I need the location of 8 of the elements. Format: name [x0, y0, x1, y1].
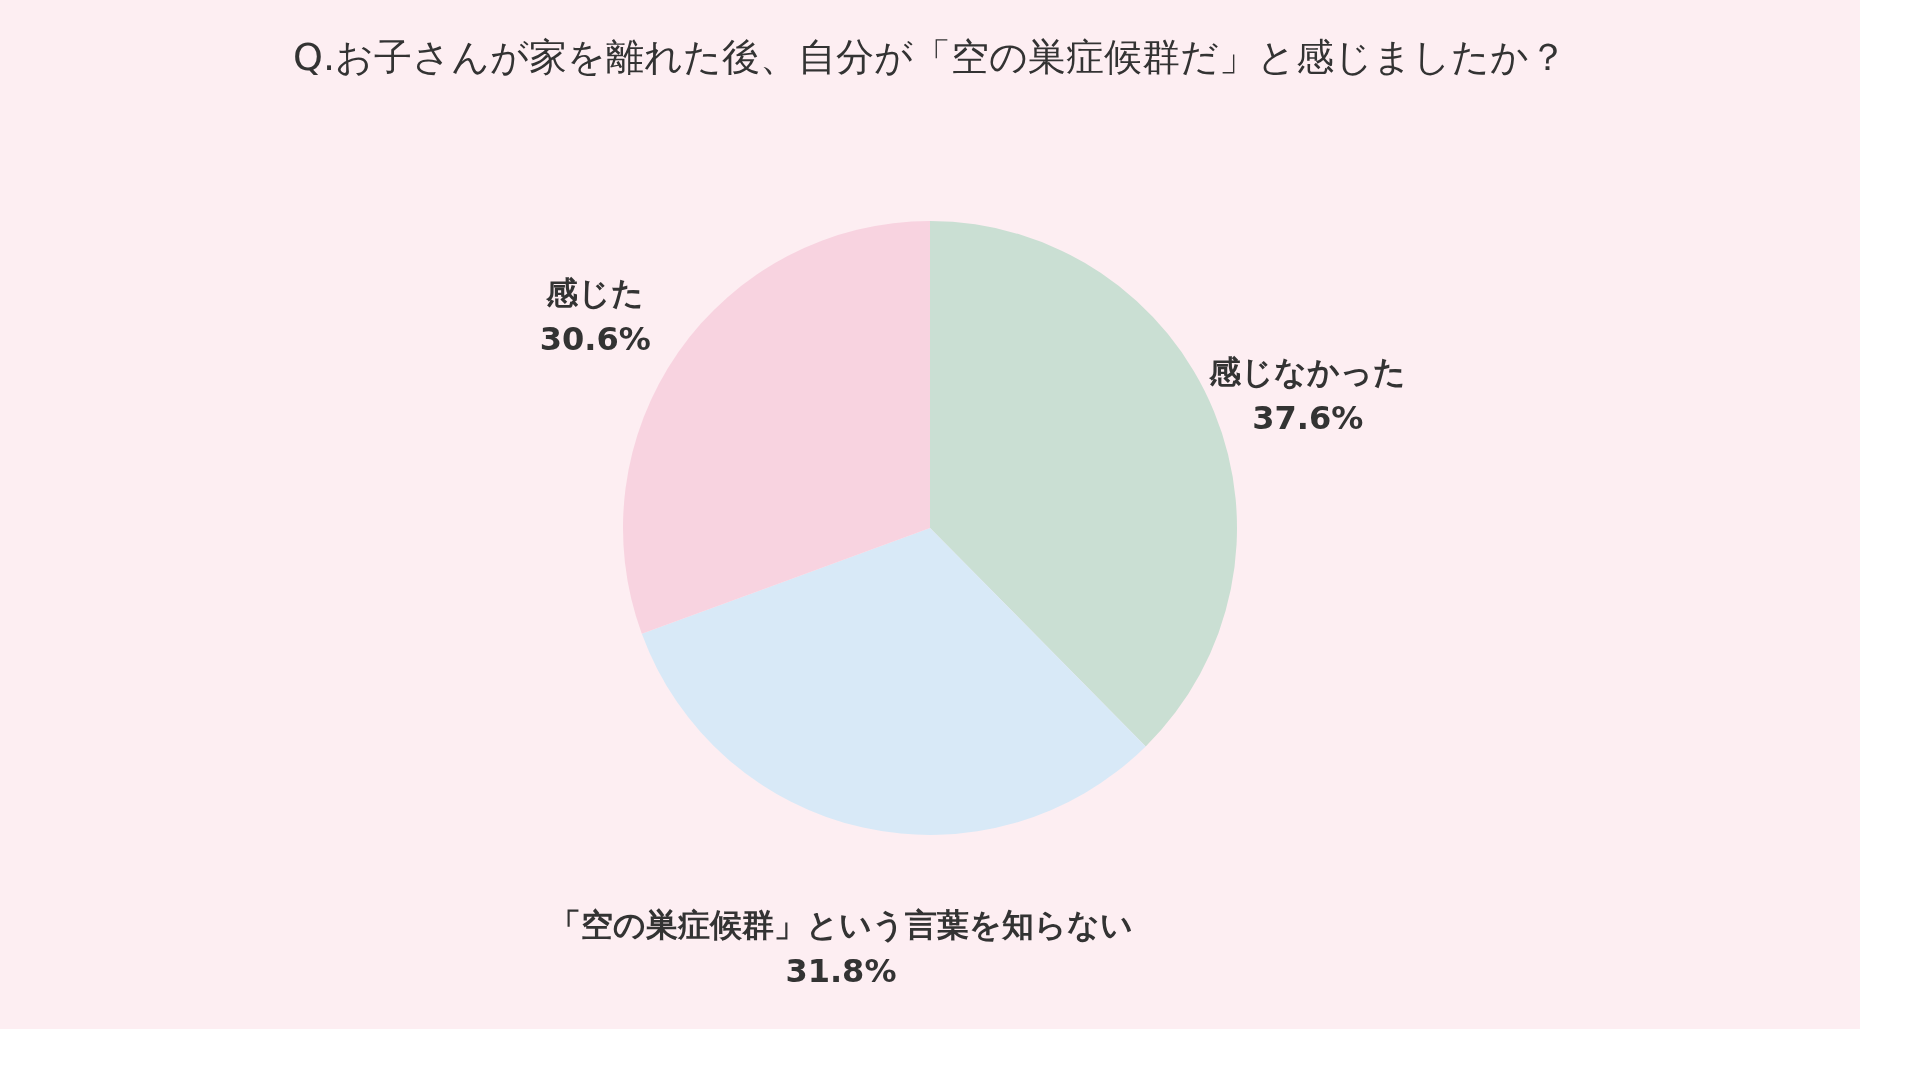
data-label: 30.6% — [539, 320, 651, 359]
chart-title: Q.お子さんが家を離れた後、自分が「空の巣症候群だ」と感じましたか？ — [293, 35, 1567, 79]
slice-label: 感じなかった — [1208, 352, 1407, 391]
slice-label: 感じた — [545, 274, 645, 313]
slice-label: 「空の巣症候群」という言葉を知らない — [548, 906, 1133, 945]
pie-slice — [641, 528, 1146, 835]
data-label: 31.8% — [785, 952, 897, 991]
data-label: 37.6% — [1252, 398, 1364, 437]
